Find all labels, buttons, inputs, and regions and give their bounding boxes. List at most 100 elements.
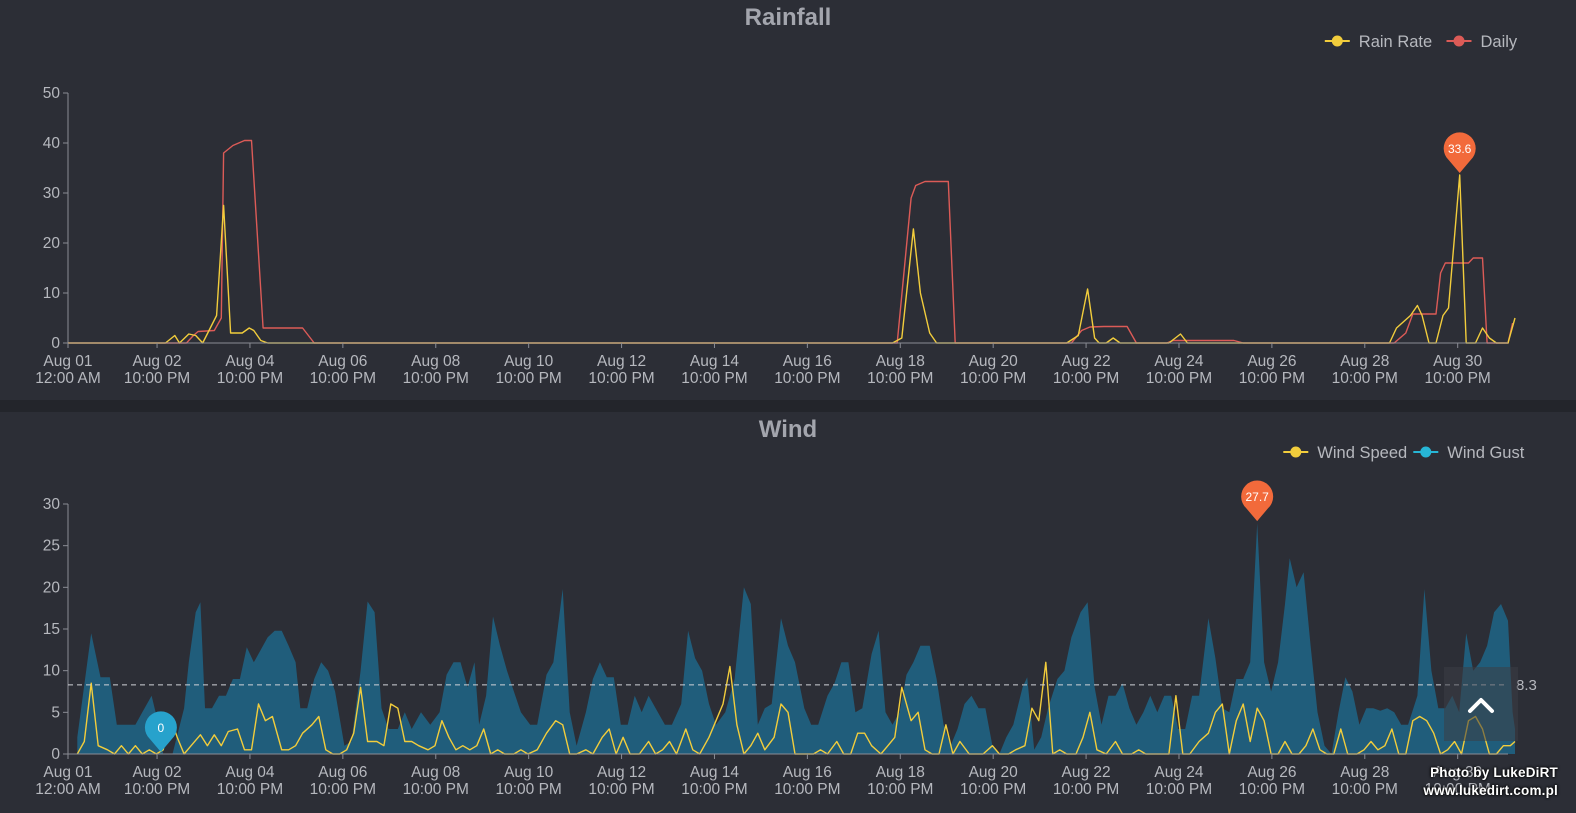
photo-credit-line1: Photo by LukeDiRT — [1430, 765, 1558, 780]
rainfall-y-tick-label: 10 — [43, 285, 61, 302]
wind-x-tick-time: 10:00 PM — [217, 781, 283, 798]
legend-label: Wind Speed — [1317, 444, 1407, 462]
rainfall-legend: Daily Rain Rate — [1324, 33, 1518, 51]
rainfall-y-tick-label: 50 — [43, 85, 61, 102]
rainfall-x-tick-date: Aug 08 — [411, 353, 460, 370]
wind-y-tick-label: 10 — [43, 663, 61, 680]
rainfall-x-tick-time: 10:00 PM — [1425, 370, 1491, 387]
legend-dot-icon — [1453, 35, 1465, 47]
wind-min-marker-label: 0 — [158, 721, 165, 735]
legend-label: Wind Gust — [1447, 444, 1524, 462]
rainfall-x-tick-time: 10:00 PM — [1332, 370, 1398, 387]
rainfall-max-marker-label: 33.6 — [1448, 142, 1472, 156]
rainfall-x-tick-date: Aug 20 — [969, 353, 1019, 370]
rainfall-x-tick-time: 10:00 PM — [588, 370, 654, 387]
wind-x-tick-date: Aug 02 — [132, 764, 181, 781]
wind-average-label: 8.3 — [1516, 677, 1537, 694]
rainfall-x-tick-date: Aug 14 — [690, 353, 740, 370]
rainfall-y-tick-label: 30 — [43, 185, 61, 202]
rainfall-series-rain-rate-line — [68, 174, 1516, 344]
legend-dot-icon — [1290, 446, 1302, 458]
rainfall-x-tick-time: 10:00 PM — [403, 370, 469, 387]
wind-series-wind-gust-area — [77, 523, 1515, 754]
wind-x-tick-date: Aug 26 — [1247, 764, 1296, 781]
wind-y-tick-label: 15 — [43, 621, 60, 638]
wind-x-tick-date: Aug 04 — [225, 764, 275, 781]
rainfall-y-tick-label: 0 — [51, 335, 60, 352]
scroll-to-top-button[interactable] — [1444, 667, 1518, 741]
wind-legend-item-wind-speed: Wind Speed — [1283, 444, 1407, 462]
wind-y-tick-label: 25 — [43, 538, 60, 555]
wind-x-tick-time: 10:00 PM — [774, 781, 840, 798]
wind-x-tick-date: Aug 10 — [504, 764, 554, 781]
rainfall-series-daily-line — [68, 139, 1514, 344]
rainfall-x-tick-date: Aug 01 — [43, 353, 92, 370]
rainfall-x-tick-time: 10:00 PM — [1053, 370, 1119, 387]
wind-min-marker-shape — [144, 711, 177, 752]
wind-x-tick-time: 10:00 PM — [124, 781, 190, 798]
rainfall-x-tick-date: Aug 28 — [1340, 353, 1389, 370]
rainfall-x-tick-time: 10:00 PM — [960, 370, 1026, 387]
rainfall-x-tick-date: Aug 06 — [318, 353, 367, 370]
wind-x-tick-time: 10:00 PM — [403, 781, 469, 798]
wind-x-tick-time: 10:00 PM — [1239, 781, 1305, 798]
rainfall-y-tick-label: 40 — [43, 135, 61, 152]
photo-credit-url: www.lukedirt.com.pl — [1423, 783, 1558, 798]
rainfall-x-tick-date: Aug 10 — [504, 353, 554, 370]
rainfall-x-tick-date: Aug 22 — [1062, 353, 1111, 370]
wind-x-tick-time: 10:00 PM — [588, 781, 654, 798]
rainfall-x-tick-time: 10:00 PM — [217, 370, 283, 387]
wind-x-tick-date: Aug 22 — [1062, 764, 1111, 781]
wind-title: Wind — [758, 416, 818, 443]
rainfall-max-marker: 33.6 — [1443, 132, 1476, 173]
rainfall-x-tick-time: 10:00 PM — [124, 370, 190, 387]
wind-max-marker-label: 27.7 — [1245, 490, 1269, 504]
rainfall-x-tick-date: Aug 12 — [597, 353, 646, 370]
rainfall-x-tick-time: 10:00 PM — [774, 370, 840, 387]
rainfall-y-tick-label: 20 — [43, 235, 61, 252]
rainfall-x-tick-date: Aug 02 — [132, 353, 181, 370]
chevron-up-icon — [1468, 698, 1494, 713]
wind-x-tick-date: Aug 24 — [1154, 764, 1204, 781]
wind-x-tick-date: Aug 14 — [690, 764, 740, 781]
rainfall-title: Rainfall — [744, 4, 832, 31]
wind-x-tick-time: 10:00 PM — [1053, 781, 1119, 798]
rainfall-x-tick-time: 10:00 PM — [681, 370, 747, 387]
photo-credit: Photo by LukeDiRT www.lukedirt.com.pl — [1423, 764, 1558, 800]
wind-x-tick-date: Aug 08 — [411, 764, 460, 781]
wind-x-tick-time: 10:00 PM — [1146, 781, 1212, 798]
rainfall-x-tick-time: 10:00 PM — [495, 370, 561, 387]
wind-x-tick-date: Aug 16 — [783, 764, 832, 781]
rainfall-x-tick-date: Aug 16 — [783, 353, 832, 370]
rainfall-legend-item-rain-rate: Rain Rate — [1324, 33, 1432, 51]
rainfall-panel: Rainfall 0 10 20 30 40 50 Aug 01 12:00 AM Aug 02… — [0, 0, 1576, 400]
rainfall-x-tick-date: Aug 04 — [225, 353, 275, 370]
wind-x-tick-time: 10:00 PM — [310, 781, 376, 798]
rainfall-x-tick-time: 12:00 AM — [35, 370, 101, 387]
legend-label: Daily — [1481, 33, 1518, 51]
wind-x-tick-time: 12:00 AM — [35, 781, 101, 798]
rainfall-x-tick-time: 10:00 PM — [867, 370, 933, 387]
wind-min-marker: 0 — [144, 711, 177, 752]
